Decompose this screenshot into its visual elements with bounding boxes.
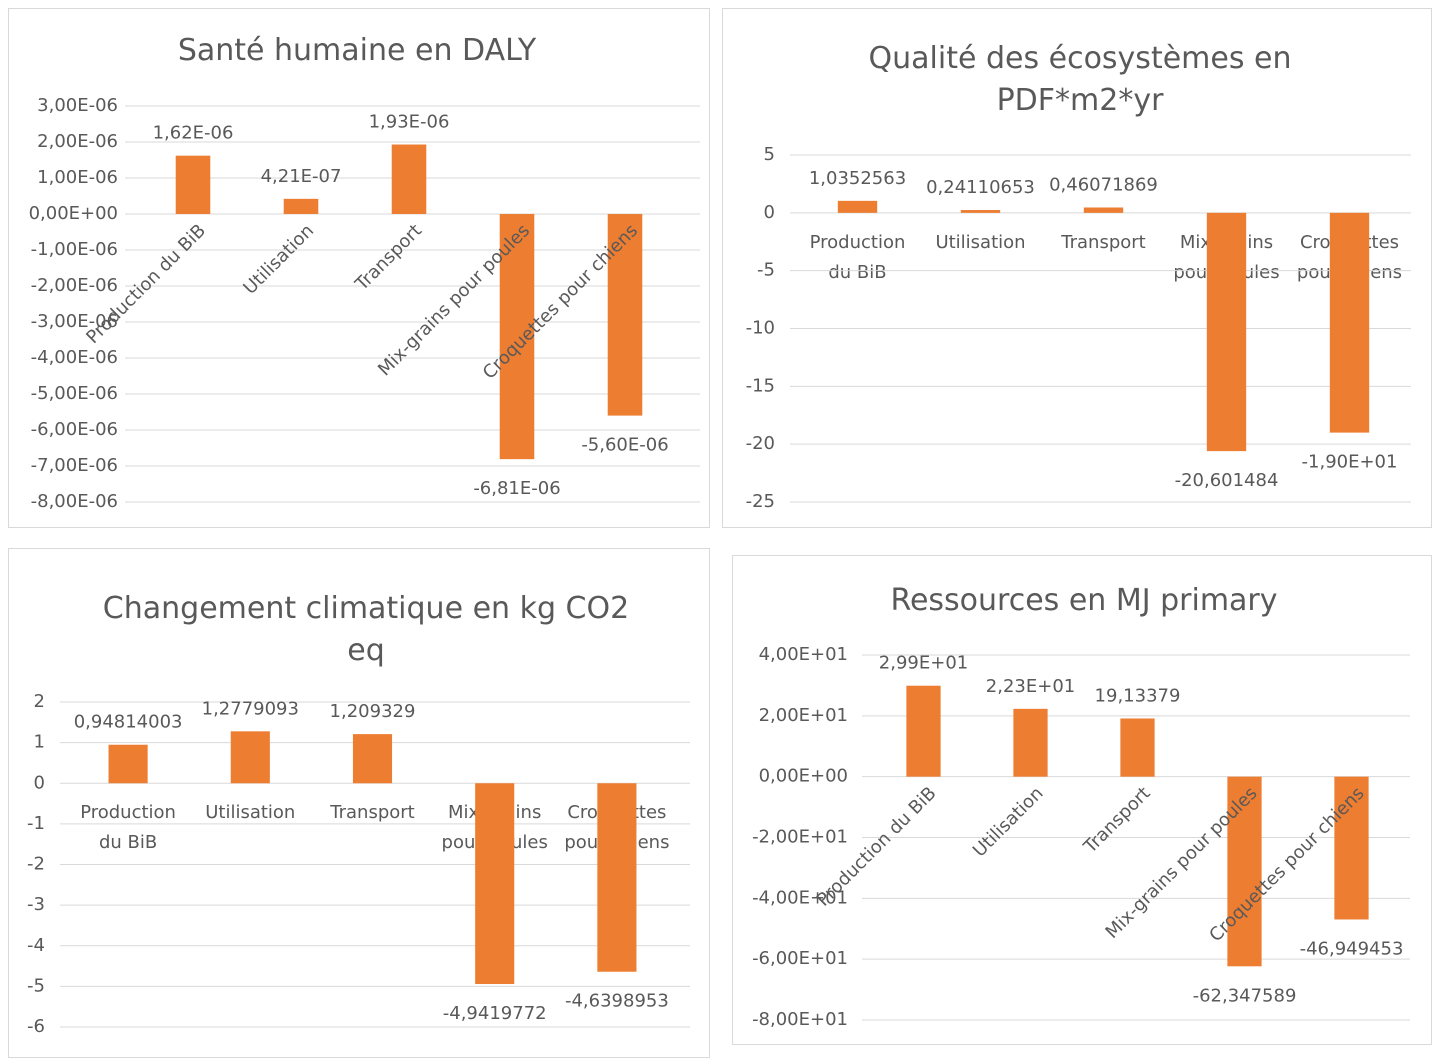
x-tick-label: Utilisation: [969, 783, 1048, 862]
bar: [1334, 776, 1369, 920]
x-tick-label: Production du BiB: [809, 231, 906, 283]
y-tick-label: -3: [27, 894, 45, 915]
y-tick-label: -1: [27, 813, 45, 834]
y-tick-label: 3,00E-06: [37, 95, 118, 116]
y-tick-label: -4: [27, 935, 45, 956]
x-tick-label: Utilisation: [935, 231, 1026, 253]
y-tick-label: 0,00E+00: [29, 203, 118, 224]
y-tick-label: -5,00E-06: [31, 383, 118, 404]
y-tick-label: 1,00E-06: [37, 167, 118, 188]
y-tick-label: 4,00E+01: [759, 644, 848, 665]
bar: [108, 744, 148, 784]
bar: [475, 783, 515, 985]
x-tick-label: Transport: [330, 802, 415, 824]
data-label: 0,94814003: [74, 712, 183, 733]
data-label: -6,81E-06: [473, 478, 560, 499]
x-tick-label: Transport: [1061, 231, 1146, 253]
x-tick-label: Transport: [1079, 783, 1154, 858]
x-tick-label: Utilisation: [239, 220, 318, 299]
y-tick-label: -8,00E+01: [752, 1009, 848, 1030]
bar: [1120, 718, 1155, 777]
bar: [960, 210, 1001, 213]
bar: [607, 214, 643, 416]
y-tick-label: -5: [27, 975, 45, 996]
y-tick-label: 0,00E+00: [759, 766, 848, 787]
bar: [1227, 776, 1262, 967]
y-tick-label: 0: [34, 772, 45, 793]
bar: [499, 214, 535, 460]
x-tick-label: Utilisation: [205, 802, 296, 824]
data-label: -5,60E-06: [581, 435, 668, 456]
bar: [175, 155, 211, 214]
chart-frame: [8, 548, 710, 1058]
y-tick-label: -8,00E-06: [31, 491, 118, 512]
y-tick-label: 2,00E+01: [759, 705, 848, 726]
y-tick-label: -25: [746, 491, 775, 512]
data-label: -62,347589: [1193, 985, 1297, 1006]
x-tick-label: Production du BiB: [80, 802, 176, 854]
x-tick-label: Transport: [351, 220, 426, 295]
data-label: 0,46071869: [1049, 175, 1158, 196]
bar: [391, 144, 427, 214]
y-tick-label: -4,00E+01: [752, 887, 848, 908]
y-tick-label: 2,00E-06: [37, 131, 118, 152]
bar: [352, 734, 393, 784]
y-tick-label: -5: [757, 260, 775, 281]
data-label: 0,24110653: [926, 177, 1035, 198]
bar: [283, 198, 319, 214]
y-tick-label: -4,00E-06: [31, 347, 118, 368]
bar: [1206, 212, 1247, 452]
y-tick-label: -10: [746, 318, 775, 339]
chart-title: Qualité des écosystèmes en PDF*m2*yr: [868, 41, 1292, 118]
y-tick-label: -15: [746, 375, 775, 396]
data-label: 1,2779093: [202, 698, 299, 719]
data-label: 1,0352563: [809, 168, 906, 189]
chart-frame: [8, 8, 710, 528]
y-tick-label: 0: [764, 202, 775, 223]
data-label: -20,601484: [1175, 470, 1279, 491]
y-tick-label: -6,00E+01: [752, 948, 848, 969]
bar: [230, 731, 270, 784]
data-label: -46,949453: [1300, 938, 1404, 959]
y-tick-label: -1,00E-06: [31, 239, 118, 260]
y-tick-label: -2,00E+01: [752, 827, 848, 848]
y-tick-label: 5: [764, 144, 775, 165]
y-tick-label: -6: [27, 1016, 45, 1037]
data-label: 1,209329: [330, 701, 416, 722]
data-label: 2,23E+01: [986, 676, 1075, 697]
data-label: -1,90E+01: [1302, 452, 1398, 473]
y-tick-label: -20: [746, 433, 775, 454]
y-tick-label: -7,00E-06: [31, 455, 118, 476]
y-tick-label: -3,00E-06: [31, 311, 118, 332]
chart-title: Ressources en MJ primary: [890, 583, 1278, 618]
y-tick-label: -6,00E-06: [31, 419, 118, 440]
data-label: -4,6398953: [565, 991, 669, 1012]
y-tick-label: -2: [27, 854, 45, 875]
data-label: -4,9419772: [443, 1003, 547, 1024]
chart-frame: [722, 8, 1432, 528]
y-tick-label: 1: [34, 732, 45, 753]
bar: [1329, 212, 1370, 433]
bar: [1083, 207, 1124, 213]
data-label: 4,21E-07: [261, 166, 342, 187]
data-label: 1,93E-06: [369, 112, 450, 133]
data-label: 1,62E-06: [153, 123, 234, 144]
bar: [906, 685, 941, 777]
chart-title: Santé humaine en DALY: [177, 33, 537, 68]
y-tick-label: 2: [34, 691, 45, 712]
bar: [837, 200, 878, 213]
chart-frame: [732, 555, 1432, 1045]
chart-title: Changement climatique en kg CO2 eq: [102, 591, 630, 668]
data-label: 2,99E+01: [879, 653, 968, 674]
bar: [1013, 708, 1048, 777]
bar: [597, 783, 637, 972]
y-tick-label: -2,00E-06: [31, 275, 118, 296]
data-label: 19,13379: [1095, 685, 1181, 706]
